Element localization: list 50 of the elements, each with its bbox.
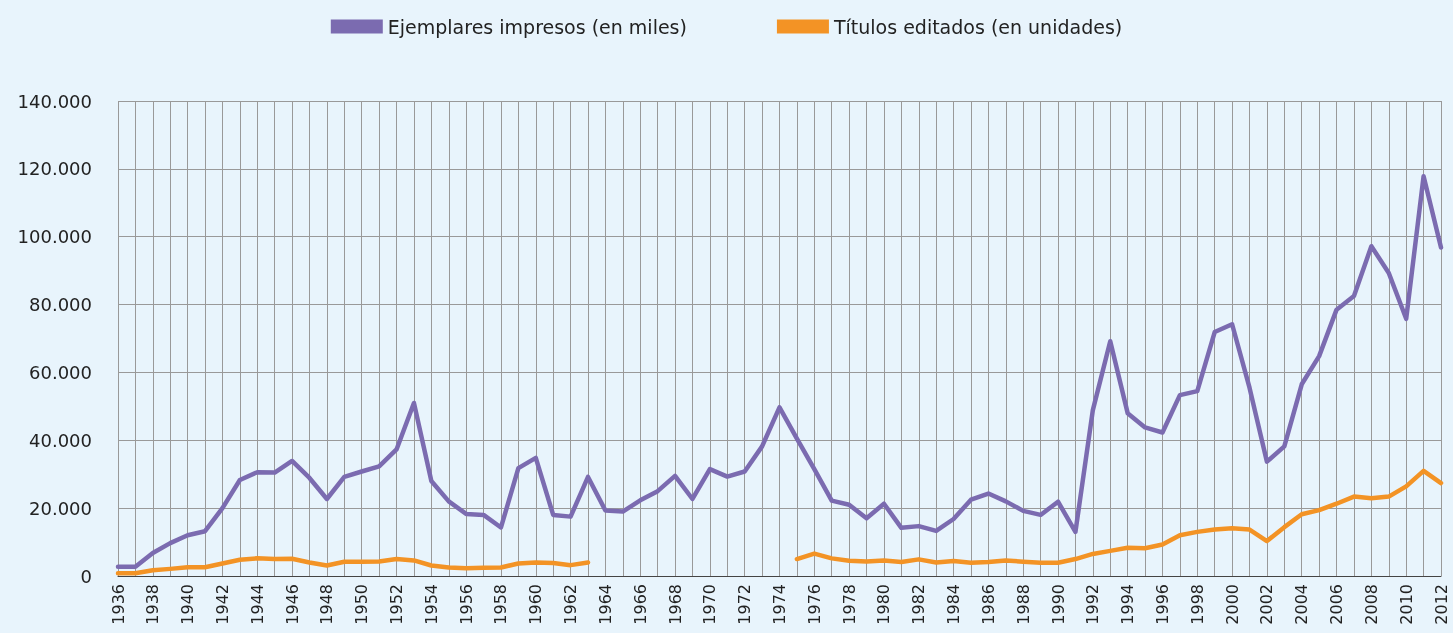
legend-label: Ejemplares impresos (en miles) xyxy=(387,15,687,38)
x-tick-label: 1968 xyxy=(665,584,685,625)
x-tick-label: 1938 xyxy=(143,584,163,625)
x-tick-label: 1994 xyxy=(1118,584,1138,625)
x-tick-label: 1956 xyxy=(456,584,476,625)
x-tick-label: 1992 xyxy=(1083,584,1103,625)
x-tick-label: 1950 xyxy=(352,584,372,625)
line-series xyxy=(115,174,1444,570)
x-tick-label: 1962 xyxy=(561,584,581,625)
x-tick-label: 1936 xyxy=(108,584,128,625)
y-tick-label: 20.000 xyxy=(29,497,92,519)
y-tick-label: 100.000 xyxy=(17,226,92,248)
y-tick-label: 140.000 xyxy=(17,90,92,112)
y-tick-label: 0 xyxy=(80,565,92,587)
x-tick-label: 2002 xyxy=(1257,584,1277,625)
x-tick-label: 1974 xyxy=(770,584,789,625)
x-tick-label: 1990 xyxy=(1048,584,1068,625)
x-tick-label: 1946 xyxy=(282,584,302,625)
x-tick-label: 1964 xyxy=(595,584,615,625)
x-tick-label: 2004 xyxy=(1292,584,1312,625)
x-tick-label: 1980 xyxy=(874,584,894,625)
x-tick-label: 1954 xyxy=(421,584,441,625)
x-tick-label: 1986 xyxy=(978,584,998,625)
x-tick-label: 2012 xyxy=(1431,584,1451,625)
x-tick-label: 1952 xyxy=(387,584,407,625)
x-tick-label: 2006 xyxy=(1327,584,1347,625)
x-tick-label: 2000 xyxy=(1222,584,1242,625)
x-tick-label: 1958 xyxy=(491,584,511,625)
x-tick-label: 1970 xyxy=(700,584,720,625)
y-tick-label: 80.000 xyxy=(29,294,92,316)
x-tick-label: 1976 xyxy=(804,584,824,625)
x-tick-label: 1960 xyxy=(526,584,546,625)
x-tick-label: 1982 xyxy=(909,584,929,625)
x-tick-label: 1940 xyxy=(178,584,198,625)
x-tick-label: 1944 xyxy=(247,584,267,625)
y-tick-label: 60.000 xyxy=(29,361,92,383)
legend-label: Títulos editados (en unidades) xyxy=(832,15,1123,38)
x-tick-label: 1978 xyxy=(839,584,859,625)
x-tick-label: 1948 xyxy=(317,584,337,625)
x-tick-label: 1984 xyxy=(944,584,964,625)
y-tick-label: 120.000 xyxy=(17,158,92,180)
y-tick-label: 40.000 xyxy=(29,429,92,451)
x-tick-label: 1996 xyxy=(1152,584,1172,625)
x-tick-label: 1988 xyxy=(1013,584,1033,625)
x-tick-label: 1972 xyxy=(735,584,755,625)
x-tick-label: 2010 xyxy=(1396,584,1416,625)
x-tick-label: 1966 xyxy=(630,584,650,625)
x-tick-label: 2008 xyxy=(1361,584,1381,625)
x-tick-label: 1998 xyxy=(1187,584,1207,625)
x-tick-label: 1942 xyxy=(212,584,232,625)
